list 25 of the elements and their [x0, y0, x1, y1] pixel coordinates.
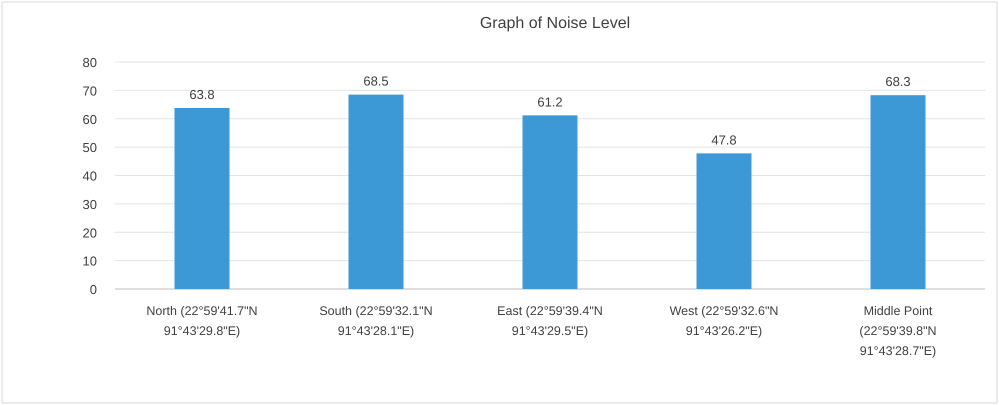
bar: [522, 115, 578, 289]
data-label: 63.8: [189, 86, 215, 102]
x-tick-label: South (22°59'32.1"N 91°43'28.1"E): [319, 304, 433, 338]
y-tick-label: 40: [82, 168, 97, 184]
y-tick-label: 60: [82, 112, 97, 127]
y-tick-label: 70: [82, 83, 97, 98]
data-label: 68.5: [363, 74, 389, 89]
data-label: 61.2: [537, 94, 563, 110]
bar: [870, 95, 926, 289]
y-tick-label: 80: [82, 55, 97, 70]
y-tick-label: 0: [90, 282, 97, 297]
x-tick-label: Middle Point (22°59'39.8"N 91°43'28.7"E): [859, 304, 937, 358]
y-tick-label: 20: [82, 225, 97, 240]
x-tick-label: East (22°59'39.4"N 91°43'29.5"E): [497, 304, 603, 338]
data-label: 68.3: [885, 74, 911, 90]
y-tick-label: 50: [82, 140, 97, 156]
y-tick-label: 30: [82, 196, 97, 212]
x-tick-label: West (22°59'32.6"N 91°43'26.2"E): [670, 304, 778, 338]
bar: [174, 108, 230, 289]
bar: [348, 94, 404, 289]
data-label: 47.8: [711, 132, 737, 148]
bar: [696, 153, 752, 289]
chart-title: Graph of Noise Level: [480, 15, 630, 32]
x-tick-label: North (22°59'41.7"N 91°43'29.8"E): [146, 304, 258, 338]
y-tick-label: 10: [82, 254, 97, 269]
